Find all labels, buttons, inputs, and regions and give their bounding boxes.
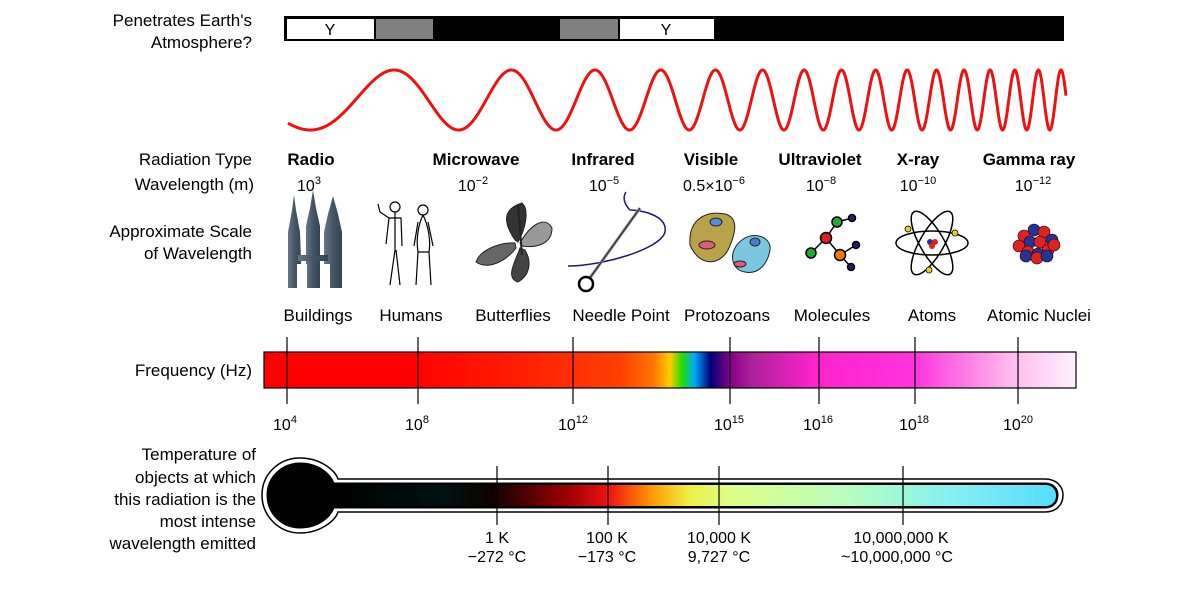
scale-needle-point: Needle Point: [572, 306, 670, 325]
row-labels: Penetrates Earth's Atmosphere? Radiation…: [109, 11, 257, 553]
atmosphere-segment-n2: [716, 19, 1062, 39]
temp-100k-celsius: −173 °C: [578, 549, 636, 566]
frequency-tick-1e18: 1018: [899, 414, 929, 434]
frequency-label: Frequency (Hz): [135, 361, 252, 380]
radiation-name-ultraviolet: Ultraviolet: [778, 150, 861, 169]
scale-atomic-nuclei: Atomic Nuclei: [987, 306, 1091, 325]
thermometer: [261, 457, 1064, 534]
temp-10000k-celsius: 9,727 °C: [688, 549, 750, 566]
radiation-type-label: Radiation Type: [139, 150, 252, 169]
radiation-name-xray: X-ray: [897, 150, 940, 169]
wavelength-infrared: 10−5: [589, 175, 619, 195]
radiation-name-gamma: Gamma ray: [983, 150, 1076, 169]
temperature-label-line4: most intense: [160, 512, 256, 531]
scale-butterflies: Butterflies: [475, 306, 551, 325]
temp-10000000k-kelvin: 10,000,000 K: [853, 530, 949, 547]
penetrates-label-line2: Atmosphere?: [151, 33, 252, 52]
wavelength-ultraviolet: 10−8: [806, 175, 836, 195]
frequency-tick-1e12: 1012: [558, 414, 588, 434]
wavelength-wave: [287, 68, 1068, 132]
temp-10000000k-celsius: ~10,000,000 °C: [841, 549, 953, 566]
atmosphere-label-y2: Y: [661, 22, 672, 39]
frequency-tick-1e20: 1020: [1003, 414, 1033, 434]
temperature-label-line5: wavelength emitted: [109, 534, 256, 553]
wavelength-microwave: 10−2: [458, 175, 488, 195]
wavelength-xray: 10−10: [900, 175, 936, 195]
wavelength-label: Wavelength (m): [135, 175, 254, 194]
radiation-name-visible: Visible: [684, 150, 739, 169]
molecule-icon: [805, 213, 861, 272]
scale-labels: Buildings Humans Butterflies Needle Poin…: [284, 306, 1091, 325]
wavelength-visible: 0.5×10−6: [683, 175, 745, 195]
scale-buildings: Buildings: [284, 306, 353, 325]
atmosphere-segment-partial2: [560, 19, 618, 39]
temperature-label-line3: this radiation is the: [114, 490, 256, 509]
temperature-label-line2: objects at which: [135, 468, 256, 487]
buildings-icon: [288, 190, 342, 288]
scale-label-line2: of Wavelength: [144, 244, 252, 263]
atmosphere-bar: Y N Y N: [284, 16, 1064, 41]
wavelength-values: 103 10−2 10−5 0.5×10−6 10−8 10−10 10−12: [297, 175, 1051, 195]
frequency-tick-1e15: 1015: [714, 414, 744, 434]
butterfly-icon: [475, 202, 553, 283]
penetrates-label-line1: Penetrates Earth's: [113, 11, 252, 30]
thermometer-gradient: [334, 485, 1056, 506]
radiation-name-radio: Radio: [287, 150, 334, 169]
temperature-label-line1: Temperature of: [142, 445, 257, 464]
atmosphere-segment-n1: [435, 19, 558, 39]
temp-1k-celsius: −272 °C: [468, 549, 526, 566]
atmosphere-segment-y2: [620, 19, 714, 39]
needle-icon: [567, 191, 666, 293]
atmosphere-segment-partial1: [376, 19, 433, 39]
scale-protozoans: Protozoans: [684, 306, 770, 325]
scale-molecules: Molecules: [794, 306, 871, 325]
scale-humans: Humans: [379, 306, 442, 325]
radiation-name-microwave: Microwave: [433, 150, 520, 169]
humans-icon: [377, 201, 434, 286]
frequency-tick-1e16: 1016: [803, 414, 833, 434]
temp-10000k-kelvin: 10,000 K: [687, 530, 751, 547]
wavelength-radio: 103: [297, 175, 321, 195]
temp-1k-kelvin: 1 K: [485, 530, 509, 547]
radiation-headers: Radio Microwave Infrared Visible Ultravi…: [287, 150, 1075, 169]
atmosphere-label-n2: N: [891, 22, 903, 39]
frequency-tick-labels: 104 108 1012 1015 1016 1018 1020: [273, 414, 1033, 434]
protozoan-icon: [689, 212, 771, 273]
atmosphere-label-n1: N: [491, 22, 503, 39]
temperature-tick-labels: 1 K −272 °C 100 K −173 °C 10,000 K 9,727…: [468, 530, 953, 566]
nucleus-icon: [1012, 223, 1061, 265]
atmosphere-segment-y1: [287, 19, 374, 39]
frequency-tick-1e4: 104: [273, 414, 297, 434]
wavelength-gamma: 10−12: [1015, 175, 1051, 195]
atmosphere-label-y1: Y: [325, 22, 336, 39]
atom-icon: [895, 210, 969, 276]
scale-atoms: Atoms: [908, 306, 956, 325]
frequency-bar: [263, 337, 1077, 404]
temp-100k-kelvin: 100 K: [586, 530, 628, 547]
frequency-tick-1e8: 108: [405, 414, 429, 434]
radiation-name-infrared: Infrared: [571, 150, 634, 169]
scale-label-line1: Approximate Scale: [109, 222, 252, 241]
